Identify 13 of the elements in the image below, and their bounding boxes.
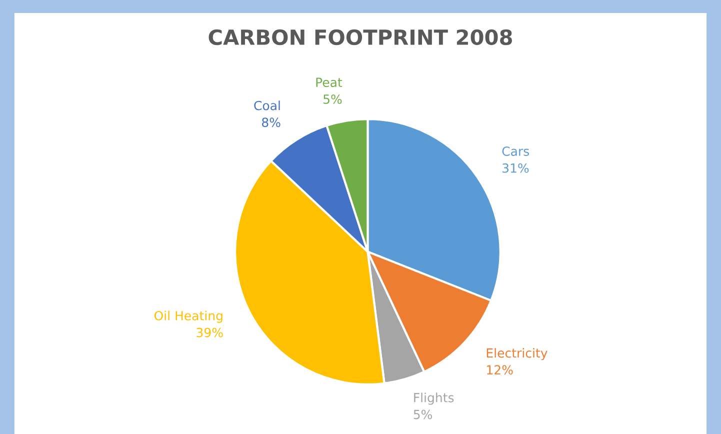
- data-label: 8%: [262, 118, 280, 128]
- chart-title: CARBON FOOTPRINT 2008: [208, 29, 512, 46]
- slice-label: Electricity: [486, 348, 548, 360]
- data-label: 31%: [502, 163, 529, 173]
- data-label: 39%: [196, 328, 223, 338]
- data-label: 5%: [414, 410, 432, 420]
- slice-label: Cars: [502, 146, 530, 156]
- slice-label: Coal: [254, 100, 280, 110]
- data-label: 12%: [487, 365, 513, 375]
- slice-label: Oil Heating: [154, 310, 222, 323]
- slice-label: Peat: [316, 78, 342, 88]
- data-label: 5%: [324, 94, 342, 104]
- slice-label: Flights: [414, 392, 454, 405]
